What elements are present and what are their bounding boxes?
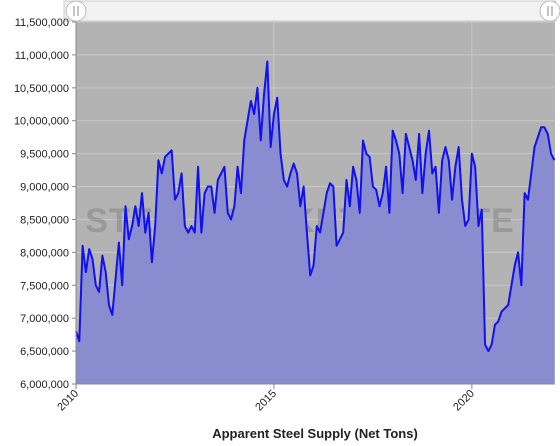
y-tick-label: 6,000,000 xyxy=(20,379,69,391)
line xyxy=(75,60,556,353)
navigator-handle[interactable] xyxy=(65,0,87,22)
y-tick-label: 10,500,000 xyxy=(14,83,69,95)
area-fill xyxy=(76,61,555,385)
x-tick-label: 2010 xyxy=(55,388,81,414)
navigator-handle[interactable] xyxy=(539,0,560,22)
y-tick-label: 9,500,000 xyxy=(20,149,69,161)
x-axis-title: Apparent Steel Supply (Net Tons) xyxy=(212,426,418,441)
y-tick-label: 11,500,000 xyxy=(15,17,69,29)
plot-area: STEEL MARKET UPDATE6,000,0006,500,0007,0… xyxy=(14,17,556,414)
y-tick-label: 6,500,000 xyxy=(20,346,69,358)
y-tick-label: 7,000,000 xyxy=(20,313,69,325)
navigator-track xyxy=(63,0,557,22)
y-tick-label: 8,000,000 xyxy=(20,247,69,259)
x-tick-label: 2015 xyxy=(253,388,279,414)
x-tick-label: 2020 xyxy=(451,388,477,414)
y-tick-label: 9,000,000 xyxy=(20,182,69,194)
y-tick-label: 11,000,000 xyxy=(15,50,69,62)
y-tick-label: 8,500,000 xyxy=(20,214,69,226)
y-tick-label: 7,500,000 xyxy=(20,280,69,292)
y-tick-label: 10,000,000 xyxy=(14,116,69,128)
